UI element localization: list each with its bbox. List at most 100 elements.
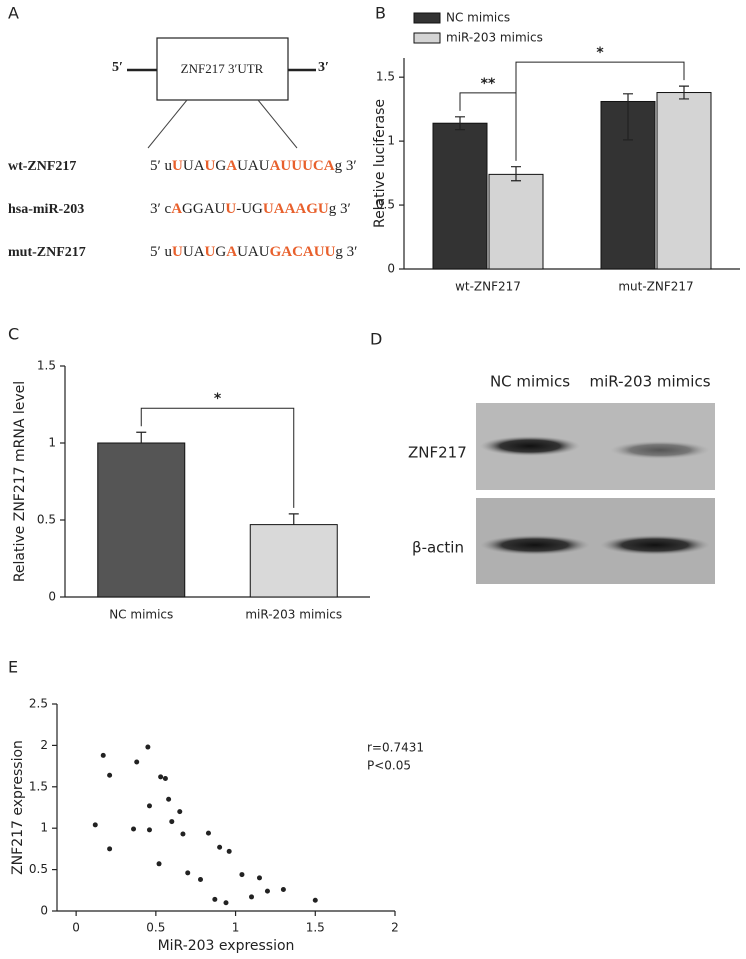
blot-band [610, 441, 710, 459]
sequence-segment: GACAUU [270, 244, 336, 260]
point [145, 744, 151, 750]
error-bar [455, 116, 465, 131]
sequence-segment: A [171, 201, 182, 217]
significance-label: ** [481, 76, 496, 92]
sequence-segment: AUUUCA [270, 158, 335, 174]
y-tick-label: 2.5 [29, 697, 48, 711]
sequence-segment: UA [183, 244, 205, 260]
sequence-segment: UAU [237, 158, 270, 174]
error-bar [288, 513, 299, 525]
five-prime: 5′ [112, 60, 123, 75]
y-tick-label: 0 [48, 590, 56, 604]
point [92, 822, 98, 828]
significance-label: * [596, 45, 604, 61]
point [177, 809, 183, 815]
legend-swatch [413, 12, 441, 24]
panel-d: D NC mimics miR-203 mimics ZNF217 β-acti… [370, 330, 715, 584]
x-tick-label: 2 [391, 921, 399, 935]
significance-bracket [515, 61, 685, 161]
annotation: r=0.7431 [367, 741, 424, 755]
significance-bracket [140, 407, 295, 508]
utr-box [156, 37, 289, 101]
charts: B 0 0.5 1 1.5 Relative luciferase wt-ZNF217 mut… [8, 4, 740, 954]
blot-band [600, 535, 710, 555]
y-tick-label: 2 [40, 738, 48, 752]
point [158, 774, 164, 780]
bar [488, 173, 544, 270]
point [107, 772, 113, 778]
sequence-segment: g 3′ [329, 201, 351, 217]
sequence-segment: U [172, 244, 183, 260]
point [217, 844, 223, 850]
row-label: β-actin [412, 539, 464, 557]
point [166, 796, 172, 802]
sequence-segment: G [215, 158, 226, 174]
legend-label: miR-203 mimics [446, 31, 543, 45]
x-tick-label: 1.5 [306, 921, 325, 935]
zoom-line [147, 99, 188, 149]
three-prime: 3′ [318, 60, 329, 75]
sequence-segment: 5′ u [150, 158, 173, 174]
point [180, 831, 186, 837]
sequence-segment: U [205, 244, 216, 260]
point [107, 846, 113, 852]
y-axis-label: Relative ZNF217 mRNA level [12, 381, 28, 582]
bar [249, 524, 338, 598]
x-axis-label: MiR-203 expression [158, 938, 295, 954]
error-bar [136, 431, 147, 443]
x-tick-label: 1 [232, 921, 240, 935]
x-tick-label: miR-203 mimics [245, 608, 342, 622]
blot-band [480, 535, 590, 555]
x-tick-label: wt-ZNF217 [455, 280, 521, 294]
error-bar [623, 93, 633, 141]
y-tick-label: 0.5 [29, 862, 48, 876]
sequence-segment: -UG [236, 201, 263, 217]
point [249, 894, 255, 900]
x-tick-label: NC mimics [109, 608, 173, 622]
error-bar [679, 85, 689, 100]
significance-label: * [214, 391, 222, 407]
bar [656, 92, 712, 270]
sequence-segment: 5′ u [150, 244, 173, 260]
sequence-segment: UA [183, 158, 205, 174]
panel-a: A ZNF217 3′UTR 5′ 3′ wt-ZNF217 5′ uUUAUGA… [8, 4, 357, 261]
point [239, 872, 245, 878]
row-label: ZNF217 [408, 444, 467, 462]
y-tick-label: 1.5 [37, 359, 56, 373]
sequence-name: mut-ZNF217 [8, 245, 86, 260]
panel-label: A [8, 4, 19, 23]
y-tick-label: 1 [387, 134, 395, 148]
error-bar [511, 166, 521, 182]
point [162, 776, 168, 782]
point [169, 819, 175, 825]
point [100, 752, 106, 758]
sequence-segment: UAAAGU [263, 201, 329, 217]
panel-label: B [375, 4, 386, 23]
point [212, 896, 218, 902]
point [226, 848, 232, 854]
sequence-segment: G [215, 244, 226, 260]
sequence-segment: GGAU [182, 201, 225, 217]
y-tick-label: 0 [40, 904, 48, 918]
legend-swatch [413, 32, 441, 44]
point [197, 877, 203, 883]
point [312, 897, 318, 903]
sequence: 3′ cAGGAUU-UGUAAAGUg 3′ [150, 201, 351, 217]
y-tick-label: 0.5 [376, 198, 395, 212]
point [146, 803, 152, 809]
legend-label: NC mimics [446, 11, 510, 25]
panel-label: D [370, 330, 382, 349]
x-tick-label: 0.5 [146, 921, 165, 935]
point [146, 827, 152, 833]
zoom-line [257, 99, 298, 149]
y-tick-label: 1.5 [376, 70, 395, 84]
y-tick-label: 1 [40, 821, 48, 835]
sequence-name: wt-ZNF217 [8, 159, 76, 174]
x-tick-label: mut-ZNF217 [618, 280, 693, 294]
panel-label: E [8, 658, 18, 677]
sequence-segment: A [226, 158, 237, 174]
x-tick-label: 0 [72, 921, 80, 935]
y-axis-label: Relative luciferase [372, 99, 388, 228]
sequence-segment: 3′ c [150, 201, 172, 217]
